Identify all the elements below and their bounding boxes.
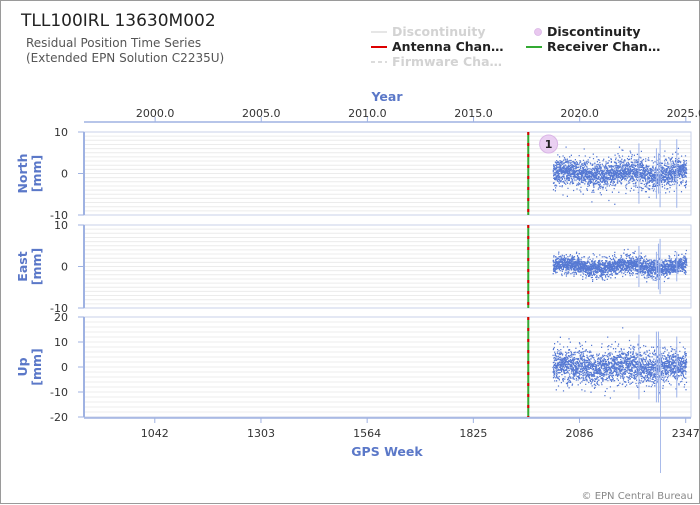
panel-up-grid	[84, 321, 691, 413]
top-axis-tick-label-2020-0: 2020.0	[560, 107, 599, 120]
chart-title: TLL100IRL 13630M002	[20, 11, 216, 31]
panel-east-scatter-points	[552, 248, 688, 283]
panel-north-scatter-points	[552, 146, 688, 205]
top-axis-title: Year	[371, 89, 404, 104]
bottom-axis-tick-label-1564: 1564	[353, 427, 381, 440]
panel-up-tick-label: -20	[50, 411, 68, 424]
panel-east: 10 0 -10 East[mm]	[15, 219, 692, 315]
legend-label: Discontinuity	[392, 24, 485, 39]
panel-north: 10 0 -10 North[mm]	[15, 126, 692, 222]
panel-up-tick-label: 0	[61, 361, 68, 374]
panel-north-tick-label: 0	[61, 168, 68, 181]
panel-up: 20 10 0 -10 -20 Up[mm]	[15, 311, 692, 424]
legend-item-firmware-cha-dash[interactable]: Firmware Cha…	[371, 54, 502, 69]
legend-item-discontinuity-line[interactable]: Discontinuity	[371, 24, 485, 39]
bottom-axis: 1042 1303 1564 1825 2086 2347	[84, 417, 700, 440]
panel-east-residuals	[552, 238, 688, 295]
chart-subtitle-line-1: Residual Position Time Series	[26, 36, 201, 50]
panel-east-tick-label: -10	[50, 302, 68, 315]
panel-up-tick-label: 10	[54, 336, 68, 349]
top-axis-tick-label-2025-0: 2025.0	[667, 107, 700, 120]
panel-north-tick-label: -10	[50, 209, 68, 222]
bottom-axis-title: GPS Week	[351, 444, 423, 459]
panel-north-axis-label-line: [mm]	[29, 155, 44, 192]
legend-item-receiver-chan-line[interactable]: Receiver Chan…	[526, 39, 660, 54]
top-axis: 2000.0 2005.0 2010.0 2015.0 2020.0 2025.0	[84, 107, 700, 123]
panel-east-axis-label-line: [mm]	[29, 248, 44, 285]
legend-swatch	[534, 28, 542, 36]
legend-item-discontinuity-dot[interactable]: Discontinuity	[534, 24, 641, 39]
top-axis-tick-label-2000-0: 2000.0	[136, 107, 175, 120]
bottom-axis-tick-label-2086: 2086	[566, 427, 594, 440]
panel-up-axis-label: Up[mm]	[15, 348, 44, 385]
top-axis-tick-label-2010-0: 2010.0	[348, 107, 387, 120]
legend-item-antenna-chan-line[interactable]: Antenna Chan…	[371, 39, 504, 54]
panel-north-tick-label: 10	[54, 126, 68, 139]
panel-up-axis-label-line: Up	[15, 357, 30, 376]
top-axis-tick-label-2005-0: 2005.0	[242, 107, 281, 120]
bottom-axis-tick-label-1042: 1042	[141, 427, 169, 440]
legend-label: Antenna Chan…	[392, 39, 504, 54]
panel-east-tick-label: 0	[61, 261, 68, 274]
top-axis-tick-label-2015-0: 2015.0	[454, 107, 493, 120]
bottom-axis-tick-label-1303: 1303	[247, 427, 275, 440]
legend-label: Firmware Cha…	[392, 54, 502, 69]
panel-east-tick-label: 10	[54, 219, 68, 232]
panel-east-axis-label-line: East	[15, 251, 30, 281]
panel-up-tick-label: -10	[50, 386, 68, 399]
panel-north-residuals	[552, 139, 688, 208]
panel-up-tick-label: 20	[54, 311, 68, 324]
panel-up-scatter-points	[552, 327, 688, 399]
panel-east-axis-label: East[mm]	[15, 248, 44, 285]
legend-label: Receiver Chan…	[547, 39, 660, 54]
panel-up-residuals	[552, 327, 688, 403]
copyright-notice: © EPN Central Bureau	[582, 491, 693, 502]
panel-north-grid	[84, 135, 691, 212]
chart-subtitle-line-2: (Extended EPN Solution C2235U)	[26, 51, 224, 65]
discontinuity-marker-label: 1	[545, 138, 553, 151]
panel-north-axis-label-line: North	[15, 153, 30, 193]
legend-label: Discontinuity	[547, 24, 640, 39]
plot-panels: 100-10North[mm]100-10East[mm]20100-10-20…	[15, 107, 700, 473]
discontinuity-marker[interactable]	[539, 134, 559, 154]
bottom-axis-tick-label-2347: 2347	[672, 427, 700, 440]
panel-north-axis-label: North[mm]	[15, 153, 44, 193]
panel-up-axis-label-line: [mm]	[29, 348, 44, 385]
bottom-axis-tick-label-1825: 1825	[459, 427, 487, 440]
